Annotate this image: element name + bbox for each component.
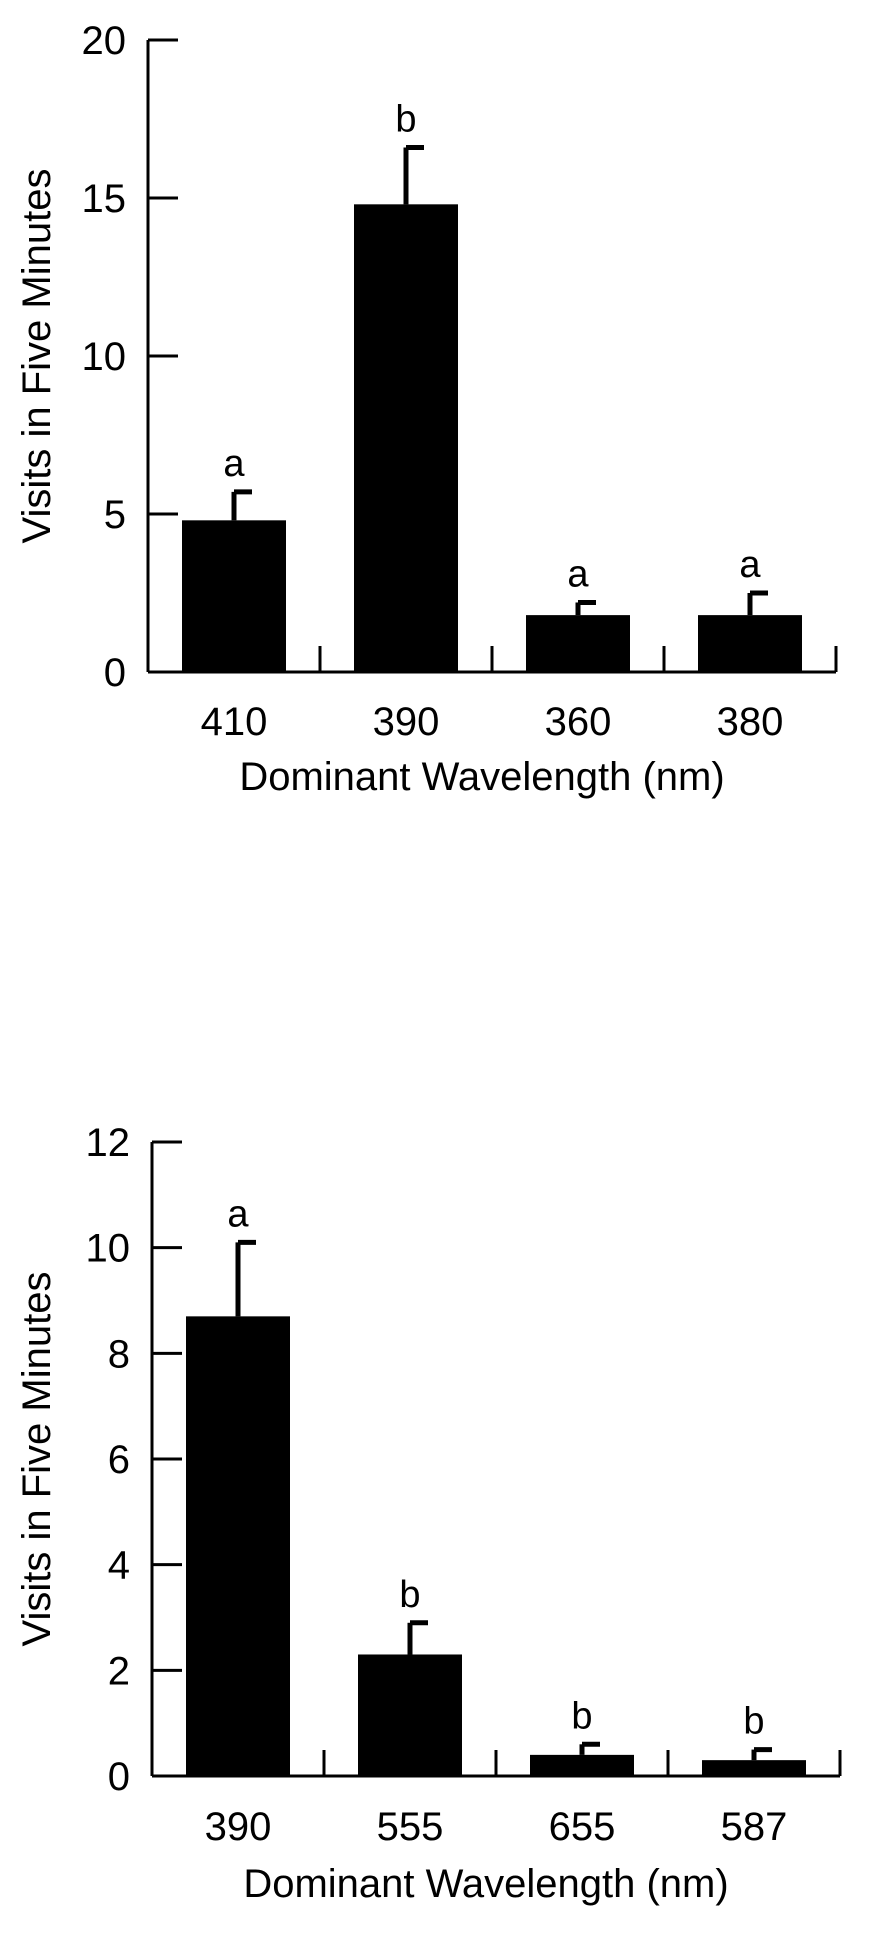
chart2-significance-label: b [571,1695,592,1737]
chart2-bar [702,1760,806,1776]
chart1-significance-label: a [567,553,589,595]
chart2-y-tick-label: 6 [108,1438,130,1482]
chart1-y-tick-label: 20 [82,19,127,63]
chart1-bar [698,615,802,672]
chart2-x-tick-label: 587 [721,1805,788,1849]
chart1-x-axis-label: Dominant Wavelength (nm) [239,755,724,799]
chart2-significance-label: b [743,1701,764,1743]
chart2-y-tick-label: 2 [108,1649,130,1693]
chart1-bar [354,204,458,672]
chart1-bar [182,520,286,672]
chart1-y-tick-label: 10 [82,335,127,379]
chart2-y-tick-label: 12 [86,1121,131,1165]
chart2-x-tick-label: 655 [549,1805,616,1849]
chart1-significance-label: a [223,443,245,485]
chart2-y-tick-label: 0 [108,1755,130,1799]
chart1-y-tick-label: 15 [82,177,127,221]
chart1-bar [526,615,630,672]
chart1-x-tick-label: 410 [201,700,268,744]
chart1-y-tick-label: 5 [104,493,126,537]
chart2-y-tick-label: 8 [108,1332,130,1376]
chart2-y-axis-label: Visits in Five Minutes [15,1272,59,1647]
chart2-significance-label: a [227,1193,249,1235]
chart2-bar [186,1316,290,1776]
chart1-significance-label: b [395,98,416,140]
chart2-y-tick-label: 4 [108,1544,130,1588]
chart1-x-tick-label: 380 [717,700,784,744]
chart1-x-tick-label: 360 [545,700,612,744]
chart2-x-tick-label: 390 [205,1805,272,1849]
chart1-y-axis-label: Visits in Five Minutes [15,169,59,544]
chart2-y-tick-label: 10 [86,1227,131,1271]
chart2-bar [358,1654,462,1776]
chart1-significance-label: a [739,544,761,586]
chart2-bar [530,1754,634,1776]
chart1-x-tick-label: 390 [373,700,440,744]
chart2-significance-label: b [399,1574,420,1616]
chart2-x-axis-label: Dominant Wavelength (nm) [243,1862,728,1906]
chart1-y-tick-label: 0 [104,651,126,695]
chart2-x-tick-label: 555 [377,1805,444,1849]
